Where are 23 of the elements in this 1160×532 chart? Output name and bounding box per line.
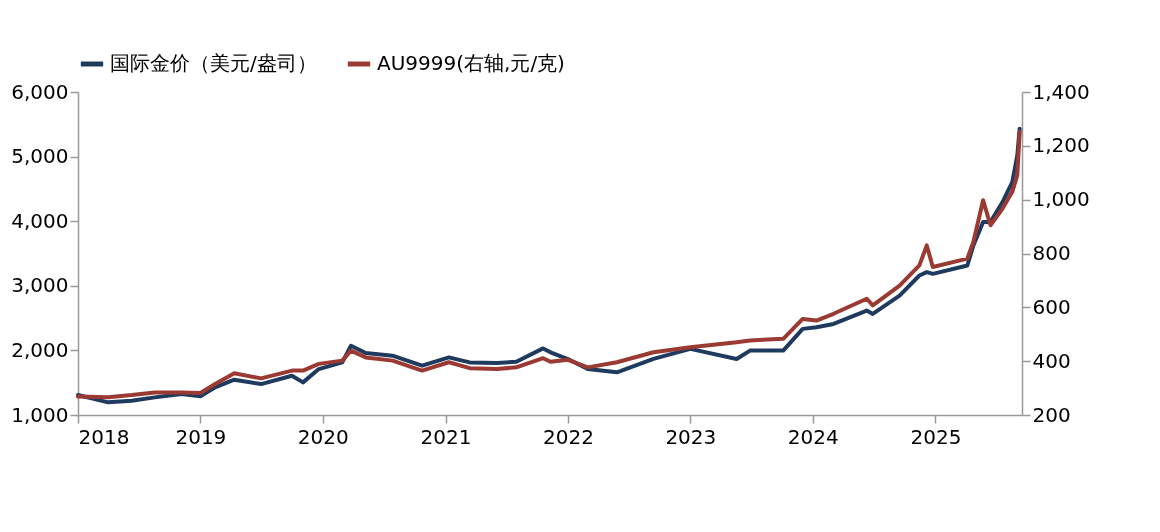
y2-tick-label: 800 — [1032, 241, 1071, 265]
legend-label: 国际金价（美元/盎司） — [110, 51, 317, 75]
y2-tick-label: 600 — [1032, 294, 1071, 319]
legend-label: AU9999(右轴,元/克) — [377, 51, 565, 75]
y2-tick-label: 400 — [1032, 348, 1071, 373]
y-tick-label: 5,000 — [11, 144, 69, 169]
x-tick-label: 2018 — [78, 424, 130, 449]
x-tick-label: 2019 — [175, 424, 227, 449]
x-tick-label: 2021 — [420, 424, 472, 449]
x-tick-label: 2020 — [297, 424, 349, 449]
x-tick-label: 2022 — [542, 424, 594, 449]
x-tick-label: 2023 — [665, 424, 717, 449]
y-tick-label: 2,000 — [11, 337, 69, 362]
x-tick-label: 2025 — [910, 424, 962, 449]
y-tick-label: 3,000 — [11, 273, 69, 298]
y-tick-label: 4,000 — [11, 208, 69, 233]
y2-tick-label: 1,200 — [1032, 133, 1090, 158]
y2-tick-label: 1,000 — [1032, 187, 1090, 212]
y2-tick-label: 1,400 — [1032, 79, 1090, 104]
x-tick-label: 2024 — [787, 424, 839, 449]
y-tick-label: 6,000 — [11, 79, 69, 104]
y2-tick-label: 200 — [1032, 402, 1071, 427]
y-tick-label: 1,000 — [11, 402, 69, 427]
